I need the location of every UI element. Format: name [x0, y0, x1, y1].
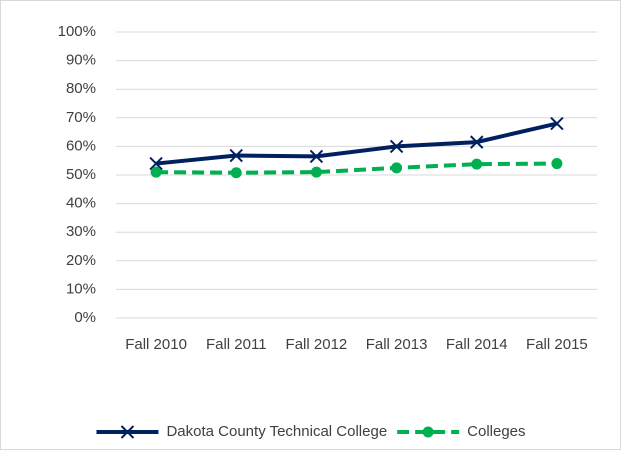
y-tick-label: 30%: [66, 223, 96, 240]
x-tick-label: Fall 2014: [446, 336, 508, 353]
y-tick-label: 70%: [66, 109, 96, 126]
x-tick-label: Fall 2015: [526, 336, 588, 353]
y-tick-label: 80%: [66, 80, 96, 97]
point-marker: [230, 167, 242, 179]
y-tick-label: 0%: [74, 309, 96, 326]
point-marker: [470, 135, 484, 149]
legend-marker: [120, 425, 135, 439]
point-marker: [310, 166, 322, 178]
point-marker: [551, 158, 563, 170]
series-line: [156, 161, 557, 175]
y-tick-label: 50%: [66, 166, 96, 183]
y-tick-label: 100%: [58, 23, 96, 40]
legend-label: Colleges: [467, 423, 525, 440]
point-marker: [309, 149, 324, 164]
x-tick-label: Fall 2010: [125, 336, 187, 353]
point-marker: [149, 156, 163, 171]
y-tick-label: 60%: [66, 137, 96, 154]
x-tick-label: Fall 2013: [366, 336, 428, 353]
point-marker: [229, 148, 243, 163]
x-tick-label: Fall 2012: [286, 336, 348, 353]
point-marker: [391, 162, 403, 174]
point-marker: [471, 158, 483, 170]
point-marker: [550, 116, 564, 131]
y-tick-label: 20%: [66, 252, 96, 269]
y-tick-label: 10%: [66, 280, 96, 297]
legend-marker: [422, 426, 434, 438]
point-marker: [389, 139, 404, 154]
point-marker: [150, 166, 162, 178]
legend-label: Dakota County Technical College: [166, 423, 387, 440]
y-tick-label: 90%: [66, 52, 96, 69]
y-tick-label: 40%: [66, 195, 96, 212]
x-tick-label: Fall 2011: [206, 336, 267, 353]
series-line: [155, 121, 558, 166]
